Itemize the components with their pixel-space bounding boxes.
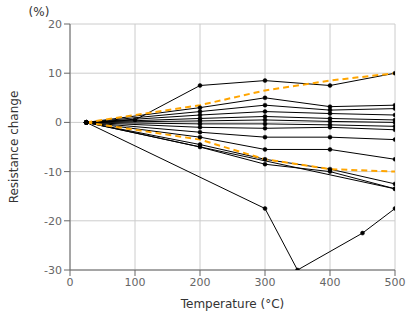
svg-text:400: 400	[320, 276, 341, 289]
svg-text:20: 20	[48, 18, 62, 31]
svg-text:Temperature (°C): Temperature (°C)	[180, 297, 285, 311]
svg-text:Resistance change: Resistance change	[8, 91, 21, 204]
svg-text:0: 0	[55, 116, 62, 129]
svg-text:100: 100	[125, 276, 146, 289]
svg-text:300: 300	[255, 276, 276, 289]
svg-text:-30: -30	[44, 264, 62, 277]
svg-text:200: 200	[190, 276, 211, 289]
svg-text:-20: -20	[44, 215, 62, 228]
svg-text:500: 500	[385, 276, 406, 289]
svg-text:-10: -10	[44, 166, 62, 179]
svg-text:0: 0	[67, 276, 74, 289]
svg-text:(%): (%)	[29, 5, 50, 19]
svg-text:10: 10	[48, 67, 62, 80]
